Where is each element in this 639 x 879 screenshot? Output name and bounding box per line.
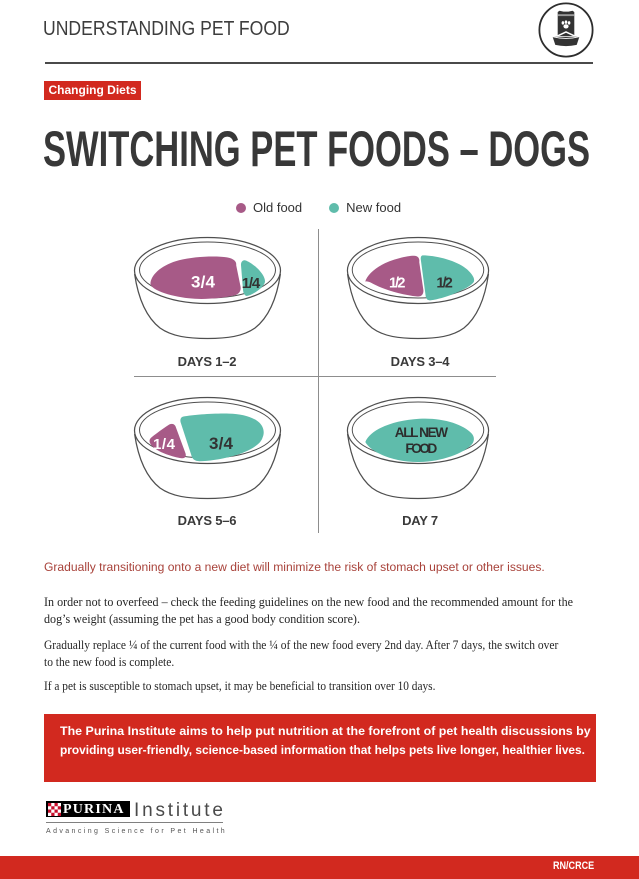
svg-text:1/4: 1/4 <box>242 275 261 292</box>
svg-text:3/4: 3/4 <box>209 434 234 453</box>
svg-text:1/2: 1/2 <box>436 275 452 291</box>
svg-text:1/2: 1/2 <box>389 275 405 291</box>
svg-text:3/4: 3/4 <box>191 273 216 292</box>
svg-text:ALL NEW: ALL NEW <box>395 425 448 440</box>
svg-text:1/4: 1/4 <box>153 436 176 453</box>
svg-text:FOOD: FOOD <box>405 441 437 456</box>
